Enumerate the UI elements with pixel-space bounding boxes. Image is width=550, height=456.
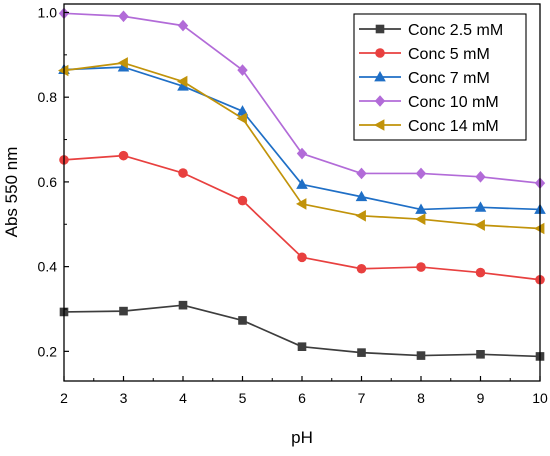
data-point xyxy=(416,262,426,272)
y-tick-label: 0.8 xyxy=(38,89,58,105)
data-point xyxy=(297,342,307,351)
data-point xyxy=(119,306,128,316)
data-point xyxy=(415,213,426,225)
y-tick-label: 0.4 xyxy=(38,259,58,275)
x-tick-label: 5 xyxy=(239,390,247,406)
data-point xyxy=(178,168,188,178)
data-point xyxy=(236,105,249,116)
data-point xyxy=(297,252,307,263)
legend-entry: Conc 2.5 mM xyxy=(359,22,503,39)
legend-entry: Conc 7 mM xyxy=(359,70,490,87)
data-point xyxy=(118,150,129,161)
data-point xyxy=(58,64,69,77)
data-point xyxy=(356,263,367,274)
data-point xyxy=(415,167,427,180)
legend-marker xyxy=(374,95,386,107)
x-tick-label: 3 xyxy=(120,390,128,406)
data-point xyxy=(117,57,128,69)
data-point xyxy=(474,219,485,231)
legend-marker xyxy=(375,48,385,58)
data-point xyxy=(355,209,366,222)
x-tick-label: 4 xyxy=(179,390,187,406)
data-point xyxy=(296,178,308,189)
data-point xyxy=(476,350,485,359)
x-tick-label: 6 xyxy=(298,390,306,406)
x-tick-label: 10 xyxy=(532,390,548,406)
data-point xyxy=(236,112,247,125)
legend-label: Conc 10 mM xyxy=(408,94,499,111)
legend-entry: Conc 5 mM xyxy=(359,46,490,63)
data-point xyxy=(357,348,366,357)
legend-marker xyxy=(375,24,385,34)
data-point xyxy=(237,195,248,206)
y-tick-label: 0.2 xyxy=(38,343,58,359)
data-point xyxy=(355,190,368,202)
data-point xyxy=(177,19,189,32)
data-point xyxy=(177,80,189,91)
x-tick-label: 2 xyxy=(60,390,68,406)
series-5 xyxy=(58,57,545,235)
data-point xyxy=(117,61,130,72)
data-point xyxy=(178,300,188,310)
series-4 xyxy=(58,7,546,189)
x-axis-title: pH xyxy=(291,428,313,447)
series-1 xyxy=(59,300,545,361)
y-axis-title: Abs 550 nm xyxy=(2,147,21,238)
data-point xyxy=(177,75,188,88)
y-tick-label: 1.0 xyxy=(38,4,58,20)
data-point xyxy=(238,316,247,325)
data-point xyxy=(296,147,308,160)
data-point xyxy=(474,201,487,212)
data-point xyxy=(416,351,426,360)
x-tick-label: 8 xyxy=(417,390,425,406)
ticks-layer: 2 3 4 5 6 7 8 9 10 0.2 0.4 0.6 0.8 1.0 xyxy=(38,4,548,406)
series-2 xyxy=(59,150,545,285)
data-point xyxy=(534,222,545,235)
legend-label: Conc 5 mM xyxy=(408,46,490,63)
y-tick-label: 0.6 xyxy=(38,174,58,190)
legend-label: Conc 7 mM xyxy=(408,70,490,87)
legend-marker xyxy=(374,71,386,82)
legend: Conc 2.5 mM Conc 5 mM Conc 7 mM Conc 10 mM C… xyxy=(353,13,527,141)
data-point xyxy=(415,203,427,214)
x-tick-label: 7 xyxy=(358,390,366,406)
legend-label: Conc 2.5 mM xyxy=(408,22,503,39)
legend-marker xyxy=(374,119,385,131)
data-point xyxy=(296,198,307,210)
legend-label: Conc 14 mM xyxy=(408,118,499,135)
x-tick-label: 9 xyxy=(477,390,485,406)
data-point xyxy=(118,10,129,23)
series-layer xyxy=(58,7,546,361)
data-point xyxy=(237,64,248,76)
legend-entry: Conc 10 mM xyxy=(359,94,499,111)
data-point xyxy=(356,167,367,180)
data-point xyxy=(475,171,486,183)
data-point xyxy=(475,267,486,278)
legend-entry: Conc 14 mM xyxy=(359,118,499,135)
